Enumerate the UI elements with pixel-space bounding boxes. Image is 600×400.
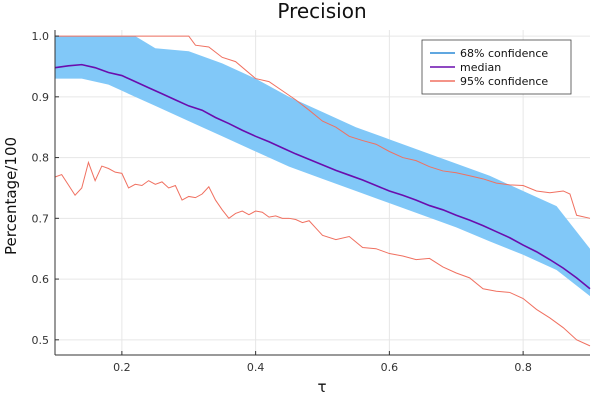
- y-tick-label: 0.6: [32, 273, 50, 286]
- y-tick-label: 0.7: [32, 212, 50, 225]
- legend-label-median: median: [460, 61, 501, 74]
- axes: [54, 30, 590, 356]
- line-median: [54, 63, 591, 290]
- x-tick-label: 0.8: [514, 361, 532, 374]
- x-ticks: 0.2 0.4 0.6 0.8: [113, 351, 532, 374]
- x-tick-label: 0.2: [113, 361, 131, 374]
- band-layer: [55, 36, 590, 297]
- x-tick-label: 0.4: [247, 361, 265, 374]
- y-ticks: 0.5 0.6 0.7 0.8 0.9 1.0: [32, 30, 59, 347]
- legend-label-95: 95% confidence: [460, 75, 548, 88]
- y-tick-label: 1.0: [32, 30, 50, 43]
- y-tick-label: 0.8: [32, 152, 50, 165]
- legend-label-68: 68% confidence: [460, 47, 548, 60]
- y-tick-label: 0.9: [32, 91, 50, 104]
- y-axis-label: Percentage/100: [2, 137, 20, 255]
- x-axis-label: τ: [317, 378, 326, 396]
- y-tick-label: 0.5: [32, 334, 50, 347]
- band-68-confidence: [55, 36, 590, 297]
- legend: 68% confidence median 95% confidence: [421, 39, 572, 95]
- x-tick-label: 0.6: [381, 361, 399, 374]
- line-95-upper: [55, 35, 591, 219]
- chart-title: Precision: [277, 0, 366, 23]
- line-95-lower: [54, 160, 591, 347]
- line-layer: [54, 35, 591, 347]
